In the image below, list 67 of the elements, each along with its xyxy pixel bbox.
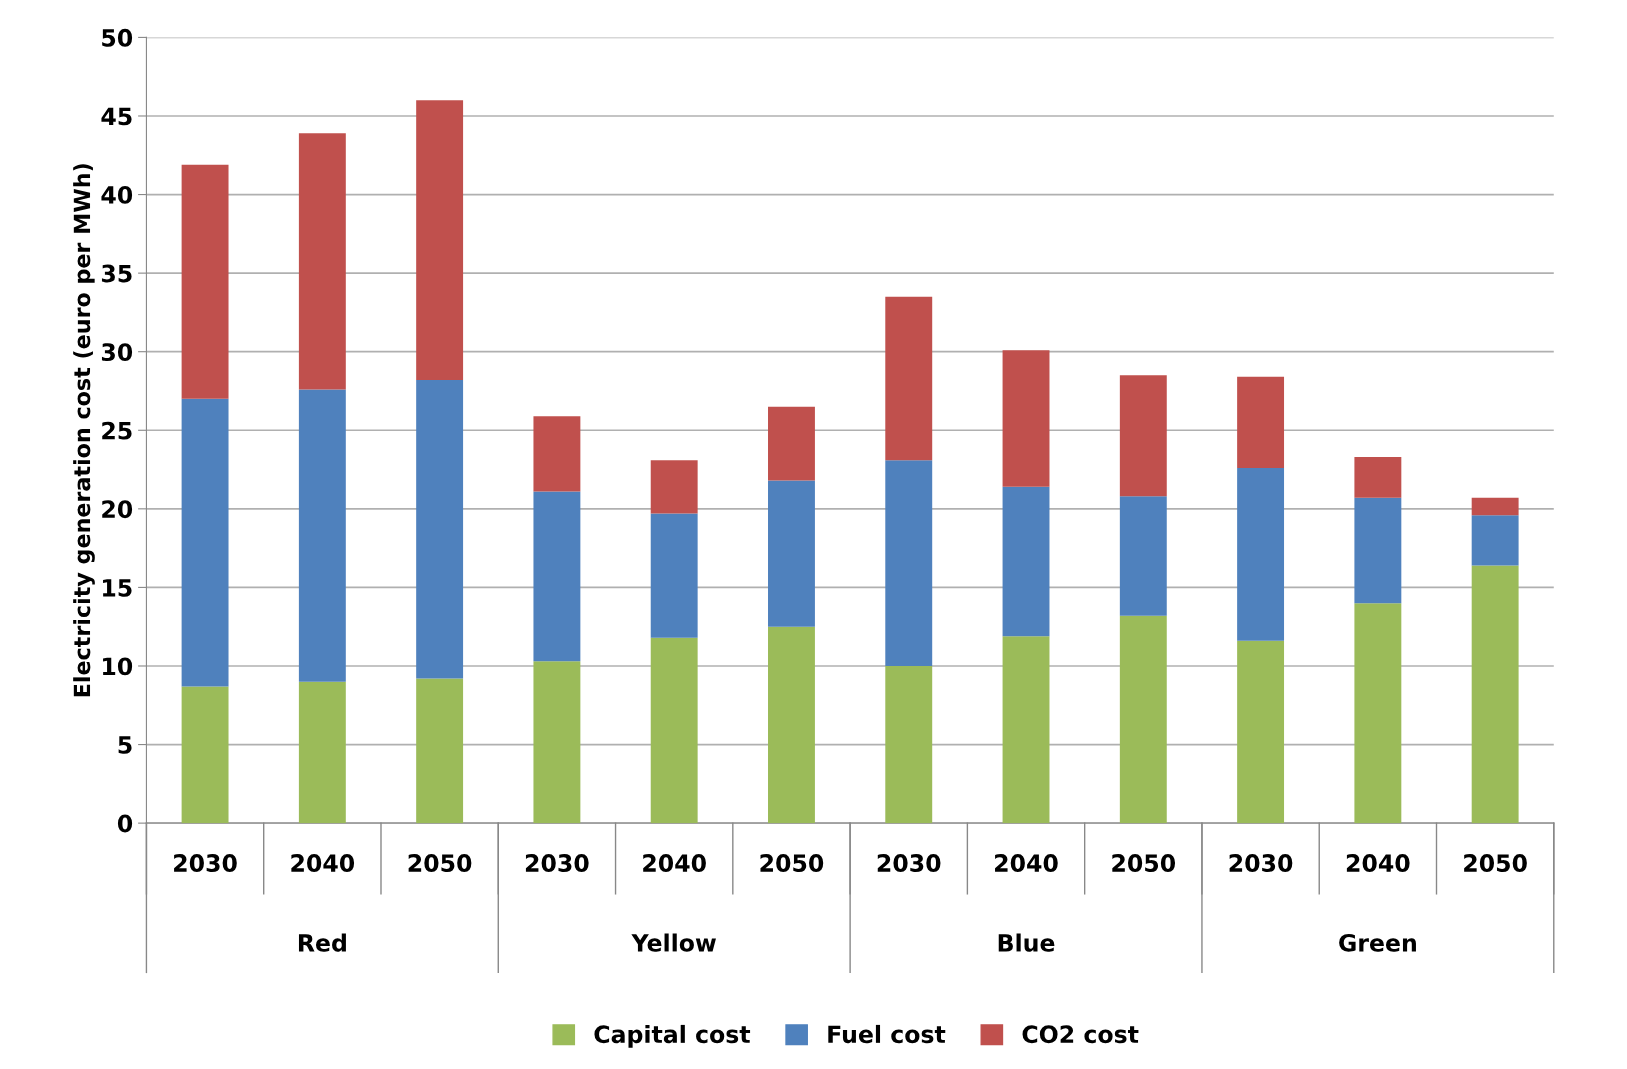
bar xyxy=(768,406,815,481)
legend-label: Fuel cost xyxy=(828,1024,946,1044)
x-tick-label: 2030 xyxy=(1229,854,1293,872)
text: Green xyxy=(1339,933,1416,952)
bar xyxy=(768,480,815,627)
bar xyxy=(650,460,698,514)
bar xyxy=(298,133,346,390)
text: Red xyxy=(298,933,346,952)
y-tick-label: 0 xyxy=(117,814,133,833)
x-tick-label: 2040 xyxy=(1346,854,1410,872)
bar xyxy=(1354,603,1402,824)
bar xyxy=(1002,350,1050,487)
y-tick-label: 10 xyxy=(103,657,133,676)
x-tick-label: 2050 xyxy=(408,854,472,872)
bar xyxy=(1237,640,1285,824)
y-tick-label: 40 xyxy=(101,186,133,204)
bar xyxy=(1471,497,1519,516)
y-tick-label: 20 xyxy=(102,500,133,519)
bar xyxy=(1119,615,1167,824)
legend-label: Capital cost xyxy=(594,1024,751,1048)
text: Blue xyxy=(998,933,1055,952)
x-tick-label: 2050 xyxy=(1464,854,1527,872)
bar xyxy=(1002,636,1050,824)
y-axis-title: Electricity generation cost (euro per MWh) xyxy=(73,164,95,697)
bar xyxy=(416,100,464,380)
x-tick-label: 2040 xyxy=(643,854,706,872)
bar xyxy=(416,678,464,824)
y-tick-label: 15 xyxy=(103,579,132,597)
x-tick-label: 2030 xyxy=(877,854,941,872)
bar xyxy=(181,398,229,687)
x-tick-label: 2040 xyxy=(995,854,1058,872)
y-tick-label: 45 xyxy=(101,107,132,126)
bar xyxy=(1119,375,1167,497)
bar xyxy=(768,626,815,824)
y-tick-label: 50 xyxy=(102,28,133,47)
bar xyxy=(533,416,581,492)
bar xyxy=(298,389,346,682)
legend-label: CO2 cost xyxy=(1022,1025,1139,1044)
bar xyxy=(533,661,581,824)
bar xyxy=(1354,497,1402,604)
bar xyxy=(1119,496,1167,616)
bar xyxy=(181,686,229,824)
bar xyxy=(1471,515,1519,566)
x-tick-label: 2030 xyxy=(174,854,237,872)
bar xyxy=(1237,376,1285,468)
bar xyxy=(650,637,698,824)
x-tick-label: 2030 xyxy=(525,854,589,872)
x-tick-label: 2050 xyxy=(760,854,824,872)
bar xyxy=(298,681,346,824)
y-tick-label: 5 xyxy=(118,736,132,754)
x-tick-label: 2040 xyxy=(291,854,355,872)
bar xyxy=(181,164,229,399)
y-tick-label: 25 xyxy=(102,421,132,440)
bar xyxy=(1002,486,1050,637)
bar xyxy=(533,491,581,662)
y-tick-label: 30 xyxy=(101,343,133,362)
bar xyxy=(1354,456,1402,498)
bar xyxy=(650,513,698,638)
x-tick-label: 2050 xyxy=(1112,854,1176,872)
bar xyxy=(885,665,933,824)
bar xyxy=(416,379,464,679)
text: Yellow xyxy=(631,933,716,952)
bar xyxy=(885,460,933,666)
bar xyxy=(1237,467,1285,641)
y-tick-label: 35 xyxy=(101,264,132,283)
bar xyxy=(885,296,933,461)
bar xyxy=(1471,565,1519,824)
